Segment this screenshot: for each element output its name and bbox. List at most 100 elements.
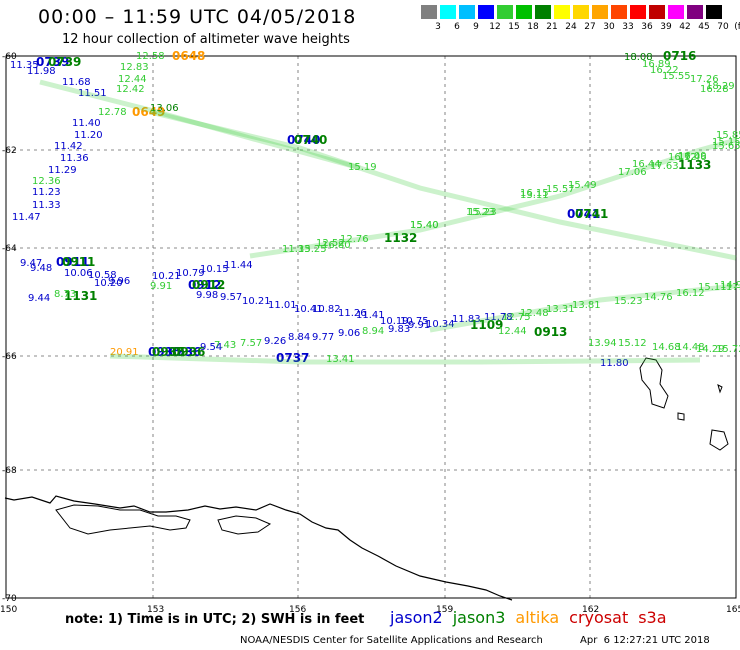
scale-label: 70 <box>717 22 729 32</box>
overpass-time-label: 0741 <box>575 207 608 221</box>
wave-height-value: 15.49 <box>568 180 597 191</box>
island-4 <box>717 384 723 394</box>
scale-swatch <box>573 5 589 19</box>
wave-height-value: 11.51 <box>78 88 107 99</box>
overpass-time-label: 0737 <box>276 351 309 365</box>
overpass-time-label: 0912 <box>188 278 221 292</box>
scale-swatch <box>592 5 608 19</box>
overpass-time-label: 0911 <box>56 255 89 269</box>
overpass-time-label: 0936 <box>168 345 201 359</box>
wave-height-value: 11.47 <box>12 212 41 223</box>
legend-item-cryosat: cryosat <box>569 608 629 627</box>
wave-height-value: 11.33 <box>282 244 311 255</box>
wave-height-value: 10.75 <box>400 316 429 327</box>
legend-item-altika: altika <box>515 608 560 627</box>
wave-height-value: 18.08 <box>624 52 653 63</box>
wave-height-value: 14.48 <box>676 342 705 353</box>
wave-height-value: 12.78 <box>98 107 127 118</box>
coastline <box>4 357 729 601</box>
wave-height-value: 11.42 <box>54 141 83 152</box>
map-frame <box>5 55 737 599</box>
track-ribbon <box>39 79 361 171</box>
scale-swatch <box>649 5 665 19</box>
lon-tick-label: 150 <box>0 605 17 615</box>
wave-height-value: 16.12 <box>676 288 705 299</box>
wave-height-value: 9.91 <box>150 281 172 292</box>
wave-height-value: 12.36 <box>32 176 61 187</box>
wave-height-value: 11.01 <box>268 300 297 311</box>
wave-height-value: 15.11 <box>698 282 727 293</box>
wave-height-value: 10.21 <box>152 271 181 282</box>
scale-label: 36 <box>641 22 653 32</box>
island-2 <box>709 429 729 451</box>
wave-height-value: 9.48 <box>30 263 52 274</box>
legend-item-s3a: s3a <box>638 608 667 627</box>
overpass-time-label: 0741 <box>567 207 600 221</box>
overpass-time-label: 1131 <box>64 289 97 303</box>
wave-height-value: 12.42 <box>116 84 145 95</box>
coastline-inner <box>55 504 191 535</box>
wave-height-value: 10.58 <box>88 270 117 281</box>
wave-height-value: 15.57 <box>546 184 575 195</box>
wave-height-value: 15.23 <box>468 207 497 218</box>
island-1 <box>639 357 669 409</box>
wave-height-value: 13.06 <box>150 103 179 114</box>
scale-label: 24 <box>565 22 577 32</box>
scale-label: 12 <box>489 22 501 32</box>
wave-height-value: 12.52 <box>316 238 345 249</box>
coastline-inner-2 <box>217 515 272 535</box>
wave-height-value: 9.54 <box>200 342 222 353</box>
scale-label: 42 <box>679 22 691 32</box>
wave-height-value: 9.57 <box>220 292 242 303</box>
overpass-time-label: 1109 <box>470 318 503 332</box>
scale-label: 15 <box>508 22 520 32</box>
track-ribbon <box>149 109 737 261</box>
wave-height-value: 11.35 <box>10 60 39 71</box>
wave-height-value: 16.22 <box>650 65 679 76</box>
wave-height-value: 11.41 <box>356 310 385 321</box>
wave-height-value: 11.83 <box>452 314 481 325</box>
overpass-time-label: 0913 <box>534 325 567 339</box>
lon-tick-label: 162 <box>582 605 599 615</box>
wave-height-value: 10.06 <box>64 268 93 279</box>
legend-item-jason3: jason3 <box>452 608 506 627</box>
wave-height-value: 15.40 <box>410 220 439 231</box>
lat-tick-label: -66 <box>2 352 17 362</box>
wave-height-value: 10.19 <box>380 316 409 327</box>
wave-height-value: 9.26 <box>264 336 286 347</box>
track-ribbon <box>429 283 737 333</box>
wave-height-value: 9.77 <box>312 332 334 343</box>
scale-swatch <box>554 5 570 19</box>
scale-swatch <box>516 5 532 19</box>
note-text: note: 1) Time is in UTC; 2) SWH is in fe… <box>65 612 365 627</box>
wave-height-value: 7.57 <box>240 338 262 349</box>
wave-height-value: 11.80 <box>600 358 629 369</box>
wave-height-value: 12.44 <box>118 74 147 85</box>
wave-height-value: 12.58 <box>136 51 165 62</box>
overpass-time-label: 0935 <box>148 345 181 359</box>
overpass-time-label: 0716 <box>663 49 696 63</box>
wave-height-value: 10.79 <box>176 268 205 279</box>
wave-height-value: 9.06 <box>338 328 360 339</box>
wave-height-value: 16.44 <box>632 159 661 170</box>
lat-tick-label: -60 <box>2 52 17 62</box>
wave-height-value: 13.41 <box>326 354 355 365</box>
map-title: 00:00 – 11:59 UTC 04/05/2018 <box>38 6 357 28</box>
wave-height-value: 11.44 <box>224 260 253 271</box>
wave-height-value: 14.76 <box>644 292 673 303</box>
satellite-legend: jason2 jason3 altika cryosat s3a <box>390 608 677 627</box>
scale-swatch <box>687 5 703 19</box>
wave-height-value: 9.47 <box>20 258 42 269</box>
wave-height-value: 10.15 <box>200 264 229 275</box>
wave-height-value: 15.15 <box>712 137 740 148</box>
overpass-time-label: 0740 <box>287 133 320 147</box>
wave-height-value: 7.43 <box>214 340 236 351</box>
wave-height-value: 15.85 <box>716 130 740 141</box>
wave-height-value: 14.91 <box>720 280 740 291</box>
scale-label: 21 <box>546 22 558 32</box>
wave-height-value: 11.26 <box>338 308 367 319</box>
lon-tick-label: 153 <box>147 605 164 615</box>
wave-height-value: 8.84 <box>288 332 310 343</box>
